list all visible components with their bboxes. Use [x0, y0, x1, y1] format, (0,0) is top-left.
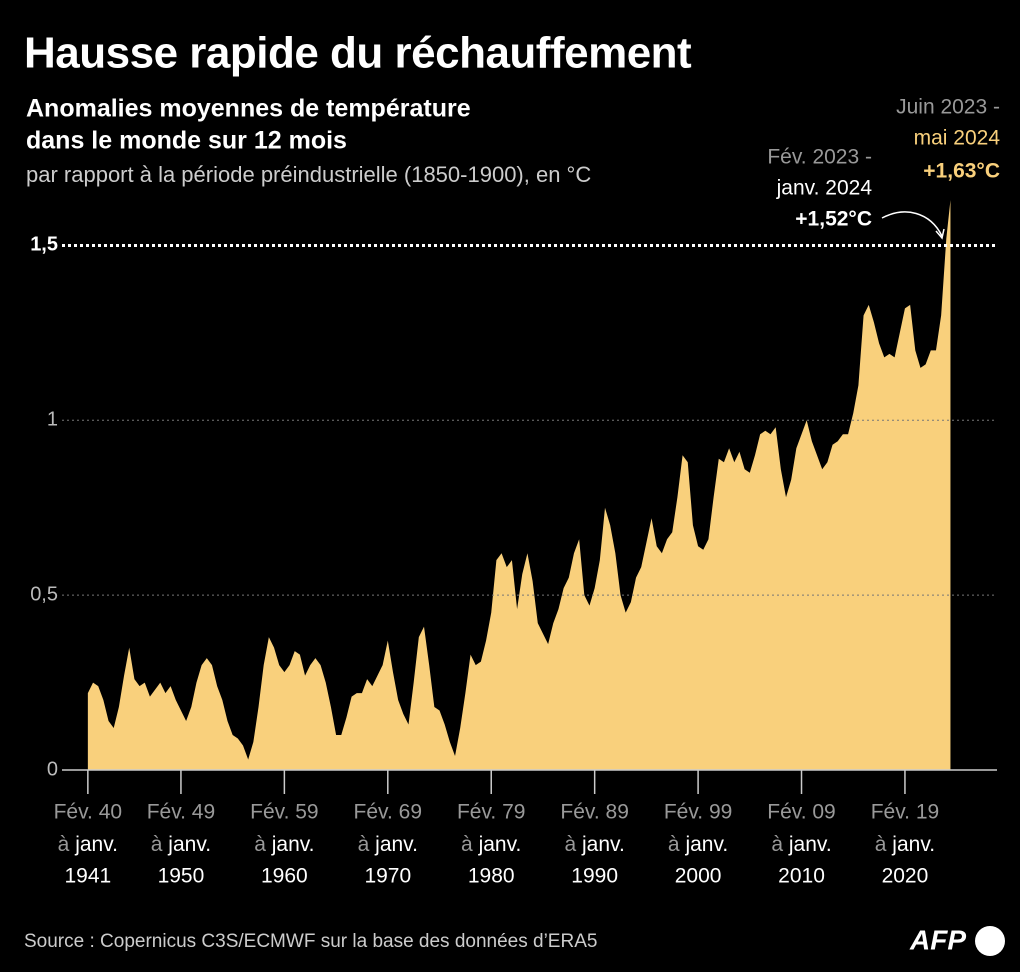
x-tick-label-part: janv. — [788, 833, 832, 856]
area — [87, 199, 951, 770]
x-tick-label: Fév. 69 — [354, 801, 422, 824]
annotation: +1,63°C — [923, 160, 1000, 183]
x-tick-label: Fév. 40 — [54, 801, 122, 824]
x-tick-label: Fév. 99 — [664, 801, 732, 824]
x-tick-label: 1970 — [364, 865, 411, 888]
x-tick-label: 1990 — [571, 865, 618, 888]
annotation: mai 2024 — [914, 127, 1001, 150]
x-tick-label-part: janv. — [581, 833, 625, 856]
x-tick-label: 1960 — [261, 865, 308, 888]
logo-circle — [975, 926, 1005, 956]
y-tick-label: 0,5 — [30, 583, 58, 605]
logo: AFP — [909, 924, 966, 955]
x-tick-label-part: janv. — [478, 833, 522, 856]
source: Source : Copernicus C3S/ECMWF sur la bas… — [24, 931, 597, 952]
chart-subtitle: Anomalies moyennes de température — [26, 95, 471, 123]
x-tick-label-part: janv. — [74, 833, 118, 856]
x-tick-label: Fév. 59 — [250, 801, 318, 824]
chart-title: Hausse rapide du réchauffement — [24, 29, 692, 78]
x-tick-label: Fév. 19 — [871, 801, 939, 824]
x-tick-label: 1941 — [64, 865, 111, 888]
x-tick-label: Fév. 79 — [457, 801, 525, 824]
x-tick-label-part: janv. — [684, 833, 728, 856]
x-tick-label: à janv. — [668, 833, 728, 856]
y-tick-label: 0 — [47, 758, 58, 780]
x-tick-label-part: janv. — [271, 833, 315, 856]
annotation: Juin 2023 - — [896, 96, 1000, 119]
x-tick-label: Fév. 89 — [560, 801, 628, 824]
x-tick-label-part: à — [358, 833, 370, 856]
chart-subtitle: dans le monde sur 12 mois — [26, 127, 347, 155]
x-tick-label-part: à — [668, 833, 680, 856]
x-tick-label-part: janv. — [167, 833, 211, 856]
x-tick-label: 1980 — [468, 865, 515, 888]
x-tick-label: Fév. 49 — [147, 801, 215, 824]
x-tick-label-part: à — [151, 833, 163, 856]
x-tick-label: à janv. — [254, 833, 314, 856]
x-tick-label: à janv. — [564, 833, 624, 856]
y-tick-label: 1 — [47, 409, 58, 431]
annotation: +1,52°C — [795, 208, 872, 231]
x-tick-label: 1950 — [158, 865, 205, 888]
x-tick-label: Fév. 09 — [767, 801, 835, 824]
annotation: Fév. 2023 - — [767, 146, 872, 169]
x-tick-label-part: à — [254, 833, 266, 856]
x-tick-label-part: à — [58, 833, 70, 856]
x-tick-label: 2020 — [882, 865, 929, 888]
x-tick-label: à janv. — [771, 833, 831, 856]
x-tick-label: 2000 — [675, 865, 722, 888]
x-tick-label: à janv. — [461, 833, 521, 856]
annotation-arrowhead — [935, 228, 945, 240]
x-tick-label-part: janv. — [891, 833, 935, 856]
x-tick-label: à janv. — [151, 833, 211, 856]
x-tick-label-part: janv. — [374, 833, 418, 856]
y-tick-label: 1,5 — [30, 234, 58, 256]
y-axis-label: par rapport à la période préindustrielle… — [26, 162, 591, 187]
x-tick-label: à janv. — [58, 833, 118, 856]
x-tick-label: à janv. — [358, 833, 418, 856]
x-tick-label-part: à — [875, 833, 887, 856]
x-tick-label-part: à — [564, 833, 576, 856]
x-tick-label-part: à — [771, 833, 783, 856]
x-tick-label: à janv. — [875, 833, 935, 856]
annotation: janv. 2024 — [776, 177, 873, 200]
x-tick-label-part: à — [461, 833, 473, 856]
x-tick-label: 2010 — [778, 865, 825, 888]
annotation-arrow — [881, 211, 943, 237]
